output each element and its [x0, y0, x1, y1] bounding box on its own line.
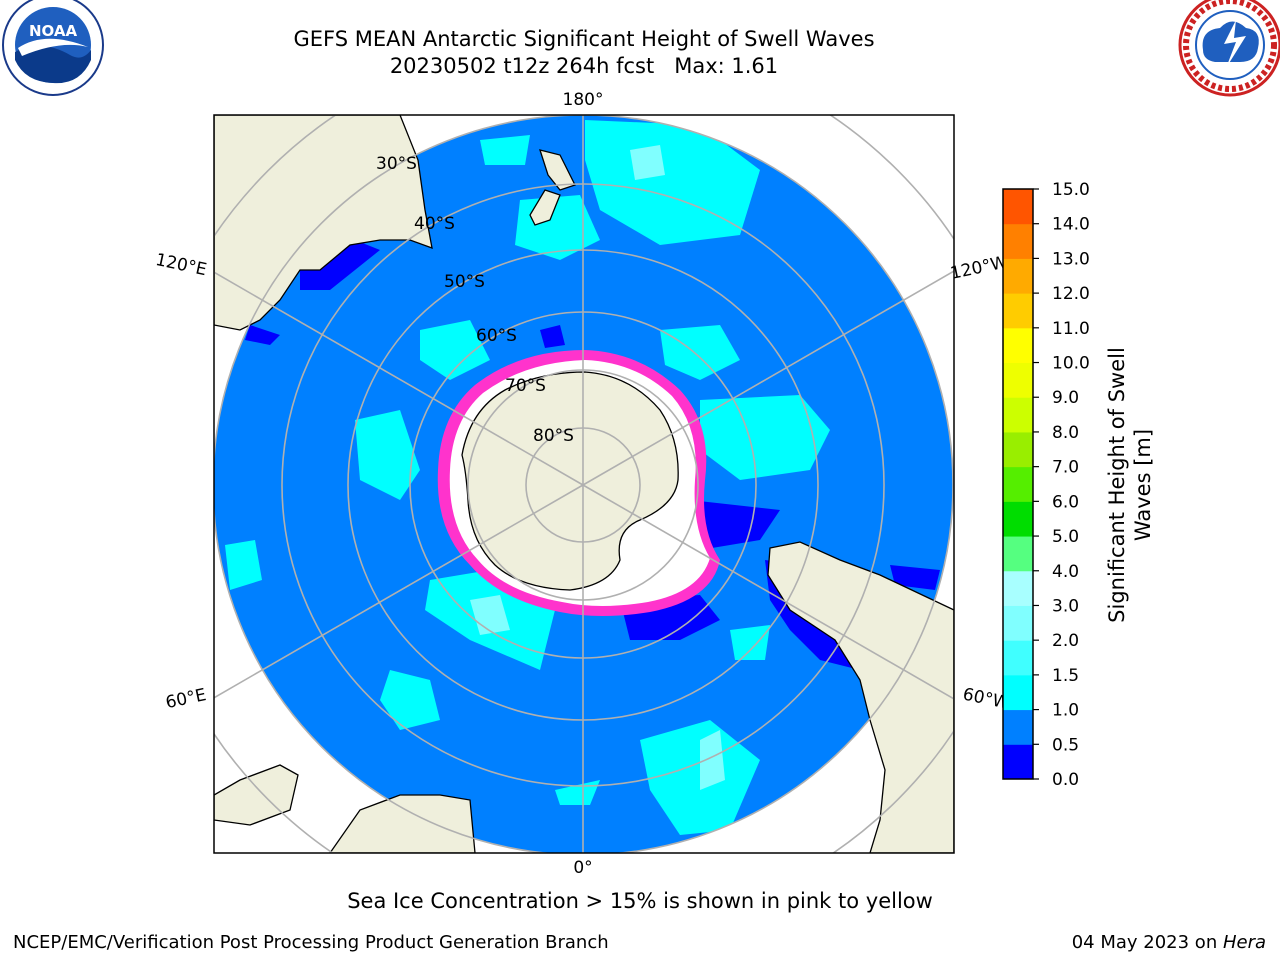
- lat-label-70s: 70°S: [505, 376, 546, 396]
- colorbar-segment: [1003, 674, 1033, 711]
- credit-line: NCEP/EMC/Verification Post Processing Pr…: [13, 932, 609, 953]
- nws-logo-icon: [1178, 0, 1280, 97]
- swell-patches-pale: [470, 145, 725, 790]
- colorbar-tick-label: 12.0: [1052, 284, 1090, 304]
- colorbar-tick-label: 8.0: [1052, 423, 1079, 443]
- colorbar-tick-label: 10.0: [1052, 354, 1090, 374]
- colorbar-label: Significant Height of Swell Waves [m]: [1105, 347, 1155, 623]
- lat-label-60s: 60°S: [476, 326, 517, 346]
- colorbar-segment: [1003, 431, 1033, 468]
- map-frame: [213, 114, 955, 854]
- title-line-2: 20230502 t12z 264h fcst Max: 1.61: [389, 54, 779, 78]
- lon-label-120w: 120°W: [949, 252, 1010, 284]
- lon-label-60e: 60°E: [164, 685, 208, 713]
- date-text: 04 May 2023 on: [1071, 932, 1223, 953]
- colorbar-tick-label: 9.0: [1052, 388, 1079, 408]
- noaa-logo-text: NOAA: [29, 22, 78, 40]
- colorbar-tick-label: 5.0: [1052, 527, 1079, 547]
- colorbar-segment: [1003, 258, 1033, 294]
- date-line: 04 May 2023 on Hera: [1072, 932, 1266, 953]
- colorbar-segment: [1003, 397, 1033, 433]
- colorbar-segment: [1003, 362, 1033, 398]
- colorbar-segment: [1003, 466, 1033, 502]
- colorbar-segment: [1003, 709, 1033, 745]
- colorbar-segment: [1003, 189, 1033, 225]
- colorbar-tick-label: 3.0: [1052, 596, 1079, 616]
- lat-label-40s: 40°S: [414, 214, 455, 234]
- colorbar-segment: [1003, 744, 1033, 780]
- machine-name: Hera: [1222, 932, 1266, 953]
- colorbar-tick-label: 14.0: [1052, 215, 1090, 235]
- swell-patches-cyan: [225, 120, 830, 835]
- colorbar: [1003, 189, 1033, 780]
- lat-label-80s: 80°S: [533, 426, 574, 446]
- colorbar-frame: [1002, 188, 1034, 780]
- title-line-1: GEFS MEAN Antarctic Significant Height o…: [293, 27, 875, 51]
- lon-label-0: 0°: [573, 858, 592, 878]
- colorbar-segment: [1003, 536, 1033, 572]
- colorbar-tick-label: 0.5: [1052, 735, 1079, 755]
- lon-label-180: 180°: [563, 90, 604, 110]
- colorbar-tick-label: 1.0: [1052, 701, 1079, 721]
- colorbar-tick-label: 0.0: [1052, 770, 1079, 790]
- colorbar-segment: [1003, 293, 1033, 329]
- colorbar-tick-label: 4.0: [1052, 562, 1079, 582]
- colorbar-tick-label: 11.0: [1052, 319, 1090, 339]
- lat-label-30s: 30°S: [376, 154, 417, 174]
- graticule: [214, 115, 954, 853]
- colorbar-segment: [1003, 570, 1033, 606]
- colorbar-segment: [1003, 327, 1033, 364]
- sea-ice-note: Sea Ice Concentration > 15% is shown in …: [347, 889, 933, 913]
- colorbar-tick-label: 13.0: [1052, 249, 1090, 269]
- lat-label-50s: 50°S: [444, 272, 485, 292]
- colorbar-tick-label: 1.5: [1052, 666, 1079, 686]
- colorbar-tick-label: 6.0: [1052, 492, 1079, 512]
- colorbar-tick-label: 2.0: [1052, 631, 1079, 651]
- lon-label-120e: 120°E: [154, 250, 209, 280]
- noaa-logo-icon: NOAA: [2, 0, 104, 96]
- colorbar-tick-label: 7.0: [1052, 458, 1079, 478]
- colorbar-segment: [1003, 640, 1033, 676]
- colorbar-segment: [1003, 501, 1033, 537]
- colorbar-segment: [1003, 223, 1033, 259]
- antarctica-landmass: [461, 371, 679, 591]
- colorbar-segment: [1003, 605, 1033, 641]
- colorbar-tick-label: 15.0: [1052, 180, 1090, 200]
